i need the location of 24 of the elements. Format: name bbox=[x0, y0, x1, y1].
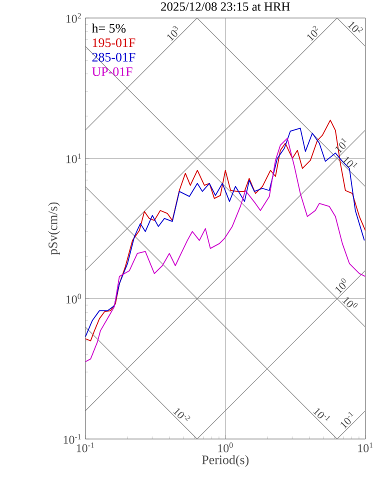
text: 195-01F bbox=[92, 38, 136, 48]
x-tick-label: 10$^{0}$ bbox=[218, 442, 233, 452]
annotation: 10$^{2}$ bbox=[347, 22, 363, 33]
annotation: 10$^{-2}$ bbox=[172, 408, 190, 421]
x-tick-label: 10$^{1}$ bbox=[358, 442, 372, 452]
annotation: 10$^{0}$ bbox=[342, 297, 358, 308]
text: UP-01F bbox=[92, 67, 132, 76]
y-tick-label: 10$^{-1}$ bbox=[64, 434, 81, 444]
text: 285-01F bbox=[92, 52, 136, 62]
annotation: 10$^{2}$ bbox=[307, 26, 318, 42]
annotation: 10$^{3}$ bbox=[167, 26, 178, 42]
annotation: 10$^{0}$ bbox=[335, 278, 346, 294]
x-axis-title: Period(s) bbox=[202, 455, 248, 467]
y-tick-label: 10$^{0}$ bbox=[66, 294, 81, 304]
annotation: h= 5% bbox=[92, 24, 126, 33]
annotation: 10$^{-1}$ bbox=[312, 408, 330, 421]
x-tick-label: 10$^{-1}$ bbox=[76, 442, 94, 452]
annotation: 10$^{1}$ bbox=[342, 156, 358, 168]
chart-title: 2025/12/08 23:15 at HRH bbox=[160, 2, 290, 11]
y-axis-title: pSv(cm/s) bbox=[48, 202, 60, 255]
annotation: 10$^{1}$ bbox=[335, 138, 346, 154]
y-tick-label: 10$^{1}$ bbox=[66, 153, 81, 164]
y-tick-label: 10$^{2}$ bbox=[66, 13, 81, 23]
annotation: 10$^{-1}$ bbox=[340, 412, 354, 429]
